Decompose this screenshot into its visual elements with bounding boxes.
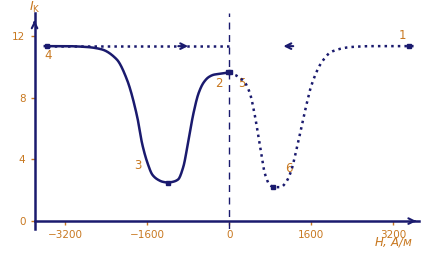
Text: 5: 5: [238, 77, 246, 90]
Text: $I_{\rm K}$: $I_{\rm K}$: [29, 0, 40, 15]
Text: $H$, А/м: $H$, А/м: [374, 235, 413, 249]
Text: 2: 2: [215, 77, 222, 90]
Text: 6: 6: [285, 162, 292, 175]
Text: 3: 3: [134, 159, 142, 172]
Text: 1: 1: [399, 29, 406, 42]
Text: 4: 4: [45, 49, 52, 62]
